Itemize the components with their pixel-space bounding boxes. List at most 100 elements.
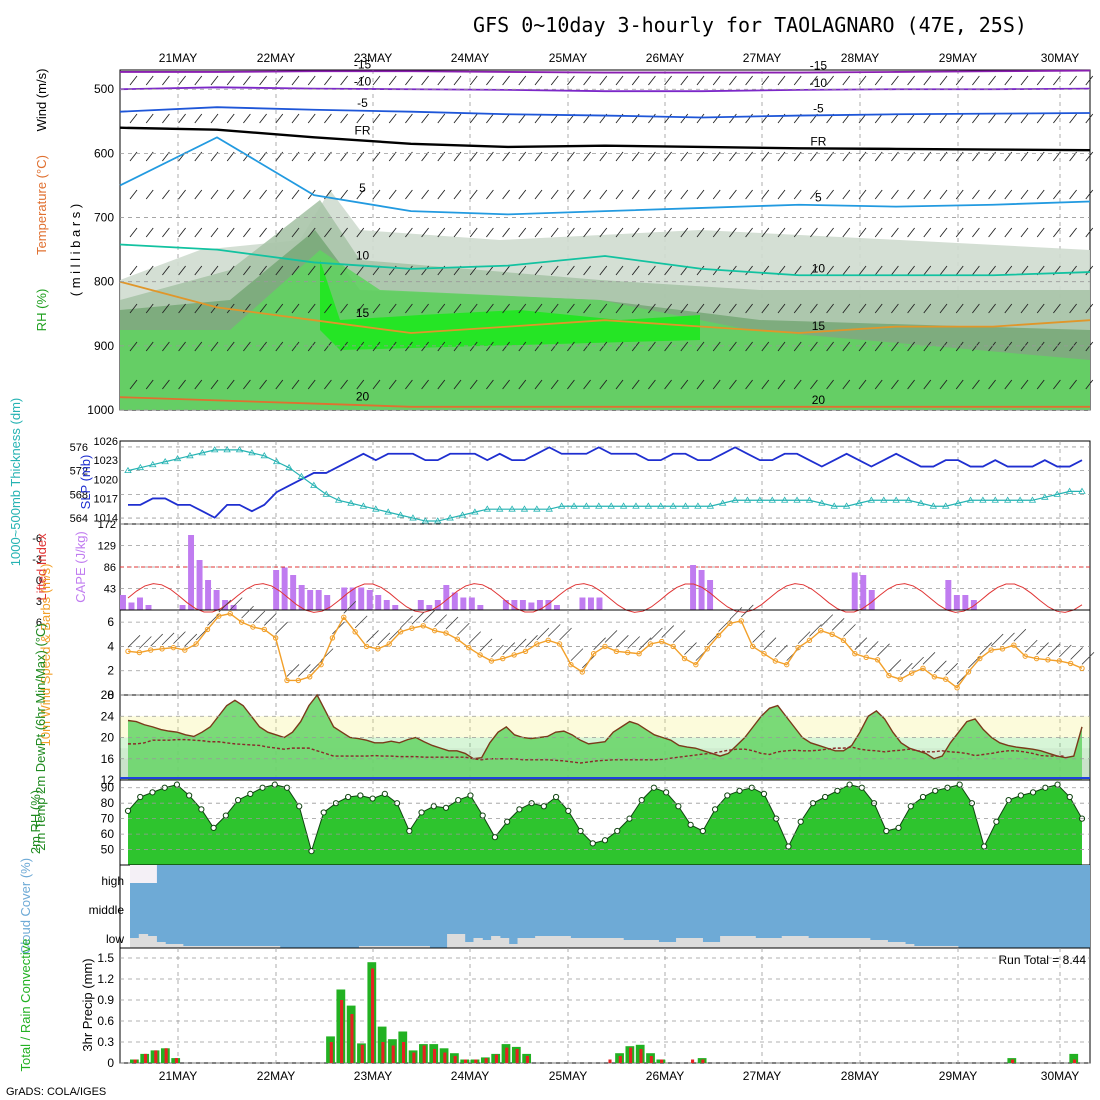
date-label-bottom: 30MAY xyxy=(1041,1069,1079,1083)
wind-barb xyxy=(923,75,932,86)
rh-marker xyxy=(173,781,181,788)
precip-conv-bar xyxy=(371,968,375,1063)
wind-barb xyxy=(615,227,624,238)
wind-barb xyxy=(356,265,365,276)
wind-barb xyxy=(696,227,705,238)
cloud-low-bar xyxy=(852,938,862,948)
wind-barb xyxy=(1085,341,1094,352)
cape-bar xyxy=(298,585,305,610)
wind-barb xyxy=(210,189,219,200)
y-tick-right: 1017 xyxy=(94,493,118,505)
wind-barb xyxy=(275,113,284,124)
isotherm-20 xyxy=(119,396,1090,408)
thickness-marker xyxy=(743,496,752,503)
thickness-marker xyxy=(446,514,454,521)
wind-barb xyxy=(1069,379,1077,390)
cape-bar xyxy=(196,560,203,610)
wind-barb xyxy=(680,379,689,390)
wind-barb xyxy=(210,265,219,276)
rh-marker xyxy=(137,793,144,801)
wind-barb xyxy=(583,265,591,276)
rh-marker xyxy=(565,807,572,815)
wind-barb xyxy=(616,635,629,648)
wind-barb xyxy=(907,265,915,276)
cloud-low-bar xyxy=(517,938,527,948)
cloud-low-bar xyxy=(746,936,756,948)
wind-barb xyxy=(421,189,429,200)
wind-barb xyxy=(423,609,436,623)
rh-marker xyxy=(638,796,645,804)
wind-barb xyxy=(1069,303,1077,314)
wind-barb xyxy=(162,341,170,352)
wind-barb xyxy=(567,189,575,200)
wind-barb xyxy=(1053,227,1061,238)
precip-conv-bar xyxy=(143,1053,148,1063)
wind-marker xyxy=(250,624,256,630)
wind-barb xyxy=(777,75,786,86)
wind-barb xyxy=(858,379,867,390)
cloud-low-bar xyxy=(367,946,378,948)
wind-barb xyxy=(469,303,478,314)
wind-marker xyxy=(693,661,699,668)
cloud-low-bar xyxy=(447,934,457,948)
rh-marker xyxy=(198,806,205,813)
wind-barb xyxy=(1036,303,1045,314)
cape-bar xyxy=(120,595,126,610)
rh-marker xyxy=(907,803,914,810)
date-label-bottom: 22MAY xyxy=(257,1069,295,1083)
y-tick-left: 576 xyxy=(70,442,88,454)
wind-barb xyxy=(729,227,737,238)
wind-barb xyxy=(259,265,267,276)
wind-barb xyxy=(745,151,753,162)
wind-barb xyxy=(631,265,640,276)
wind-barb xyxy=(129,379,138,390)
wind-barb xyxy=(810,341,818,352)
wind-barb xyxy=(550,75,559,86)
wind-barb xyxy=(356,341,365,352)
wind-marker xyxy=(431,627,438,634)
wind-barb xyxy=(226,379,235,390)
wind-marker xyxy=(954,685,960,691)
wind-barb xyxy=(777,303,786,314)
thickness-marker xyxy=(198,449,207,456)
wind-barb xyxy=(178,227,186,238)
wind-barb xyxy=(307,227,316,238)
wind-barb xyxy=(502,379,510,390)
wind-barb xyxy=(502,113,510,124)
wind-barb xyxy=(291,303,300,314)
wind-barb xyxy=(421,75,429,86)
thickness-marker xyxy=(582,502,591,509)
cloud-low-bar xyxy=(658,942,668,948)
wind-marker xyxy=(965,669,972,675)
wind-barb xyxy=(150,633,163,647)
wind-barb xyxy=(907,341,915,352)
cloud-low-bar xyxy=(667,942,677,948)
wind-barb xyxy=(356,75,365,86)
wind-barb xyxy=(453,379,462,390)
wind-marker xyxy=(375,646,381,652)
wind-barb xyxy=(907,303,915,314)
y-tick-label: 0.9 xyxy=(97,993,114,1007)
wind-barb xyxy=(210,303,219,314)
wind-barb xyxy=(275,227,284,238)
wind-barb xyxy=(411,611,425,625)
wind-marker xyxy=(1022,653,1028,659)
wind-barb xyxy=(1053,341,1061,352)
wind-barb xyxy=(437,303,446,314)
thickness-marker xyxy=(867,496,876,503)
cloud-low-bar xyxy=(570,938,580,948)
wind-barb xyxy=(324,227,332,238)
wind-barb xyxy=(259,113,267,124)
wind-barb xyxy=(1036,379,1045,390)
wind-barb xyxy=(777,227,786,238)
wind-barb xyxy=(226,341,235,352)
y-tick-label: 4 xyxy=(107,639,114,653)
y-tick-label: 16 xyxy=(101,752,115,766)
wind-barb xyxy=(502,642,516,655)
rh-marker xyxy=(491,834,499,841)
wind-barb xyxy=(599,227,608,238)
wind-barb xyxy=(550,227,559,238)
wind-barb xyxy=(388,75,397,86)
thickness-marker xyxy=(842,502,851,509)
wind-barb xyxy=(178,75,186,86)
